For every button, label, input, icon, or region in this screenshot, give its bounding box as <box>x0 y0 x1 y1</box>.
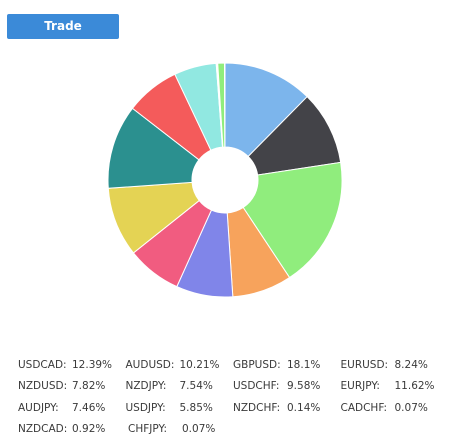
legend-label: AUDUSD: <box>125 358 175 371</box>
legend-row: NZDCAD: 0.92% CHFJPY: 0.07% <box>18 419 448 441</box>
legend-value: 5.85% <box>179 401 213 414</box>
slice-gbpusd[interactable] <box>242 161 343 279</box>
legend-label: CHFJPY: <box>128 423 168 436</box>
slice-usdcad[interactable] <box>224 62 308 158</box>
legend-item-audjpy: AUDJPY: 7.46% <box>18 402 126 414</box>
legend-item-usdjpy: USDJPY: 5.85% <box>126 402 234 414</box>
legend-value: 9.58% <box>287 380 321 393</box>
legend-label: EURUSD: <box>340 358 389 371</box>
legend-item-nzdusd: NZDUSD: 7.82% <box>18 380 126 392</box>
legend-item-audusd: AUDUSD: 10.21% <box>126 359 234 371</box>
legend-value: 0.07% <box>182 423 216 436</box>
trade-population-button[interactable]: Trade population <box>7 14 119 58</box>
legend-value: 10.21% <box>179 358 220 371</box>
legend-item-eurjpy: EURJPY: 11.62% <box>341 380 449 392</box>
legend-label: GBPUSD: <box>233 358 281 371</box>
legend-value: 8.24% <box>394 358 428 371</box>
legend-value: 18.1% <box>287 358 321 371</box>
legend-label: USDCAD: <box>18 358 67 371</box>
legend-value: 0.07% <box>394 401 428 414</box>
legend-label: USDCHF: <box>233 380 280 393</box>
legend-row: NZDUSD: 7.82% NZDJPY: 7.54% USDCHF: 9.58% EURJ… <box>18 376 448 398</box>
legend-item-eurusd: EURUSD: 8.24% <box>341 359 449 371</box>
legend: USDCAD: 12.39% AUDUSD: 10.21% GBPUSD: 18.1% EU… <box>18 354 448 440</box>
legend-value: 7.54% <box>179 380 213 393</box>
legend-value: 7.46% <box>72 401 106 414</box>
legend-value: 0.14% <box>287 401 321 414</box>
legend-item-cadchf: CADCHF: 0.07% <box>341 402 449 414</box>
legend-label: NZDCHF: <box>233 401 281 414</box>
legend-item-usdchf: USDCHF: 9.58% <box>233 380 341 392</box>
legend-item-nzdcad: NZDCAD: 0.92% <box>18 423 128 435</box>
legend-label: EURJPY: <box>340 380 380 393</box>
legend-value: 11.62% <box>394 380 435 393</box>
legend-item-gbpusd: GBPUSD: 18.1% <box>233 359 341 371</box>
legend-item-nzdjpy: NZDJPY: 7.54% <box>126 380 234 392</box>
legend-row: AUDJPY: 7.46% USDJPY: 5.85% NZDCHF: 0.14% CADC… <box>18 397 448 419</box>
legend-item-nzdchf: NZDCHF: 0.14% <box>233 402 341 414</box>
legend-value: 7.82% <box>72 380 106 393</box>
legend-row: USDCAD: 12.39% AUDUSD: 10.21% GBPUSD: 18.1% EU… <box>18 354 448 376</box>
legend-item-chfjpy: CHFJPY: 0.07% <box>128 423 238 435</box>
legend-label: NZDJPY: <box>125 380 167 393</box>
legend-value: 0.92% <box>72 423 106 436</box>
legend-label: CADCHF: <box>340 401 388 414</box>
slice-chfjpy[interactable] <box>223 62 226 148</box>
legend-label: NZDUSD: <box>18 380 68 393</box>
legend-label: AUDJPY: <box>18 401 59 414</box>
legend-item-usdcad: USDCAD: 12.39% <box>18 359 126 371</box>
legend-label: NZDCAD: <box>18 423 68 436</box>
legend-value: 12.39% <box>72 358 113 371</box>
legend-label: USDJPY: <box>125 401 166 414</box>
